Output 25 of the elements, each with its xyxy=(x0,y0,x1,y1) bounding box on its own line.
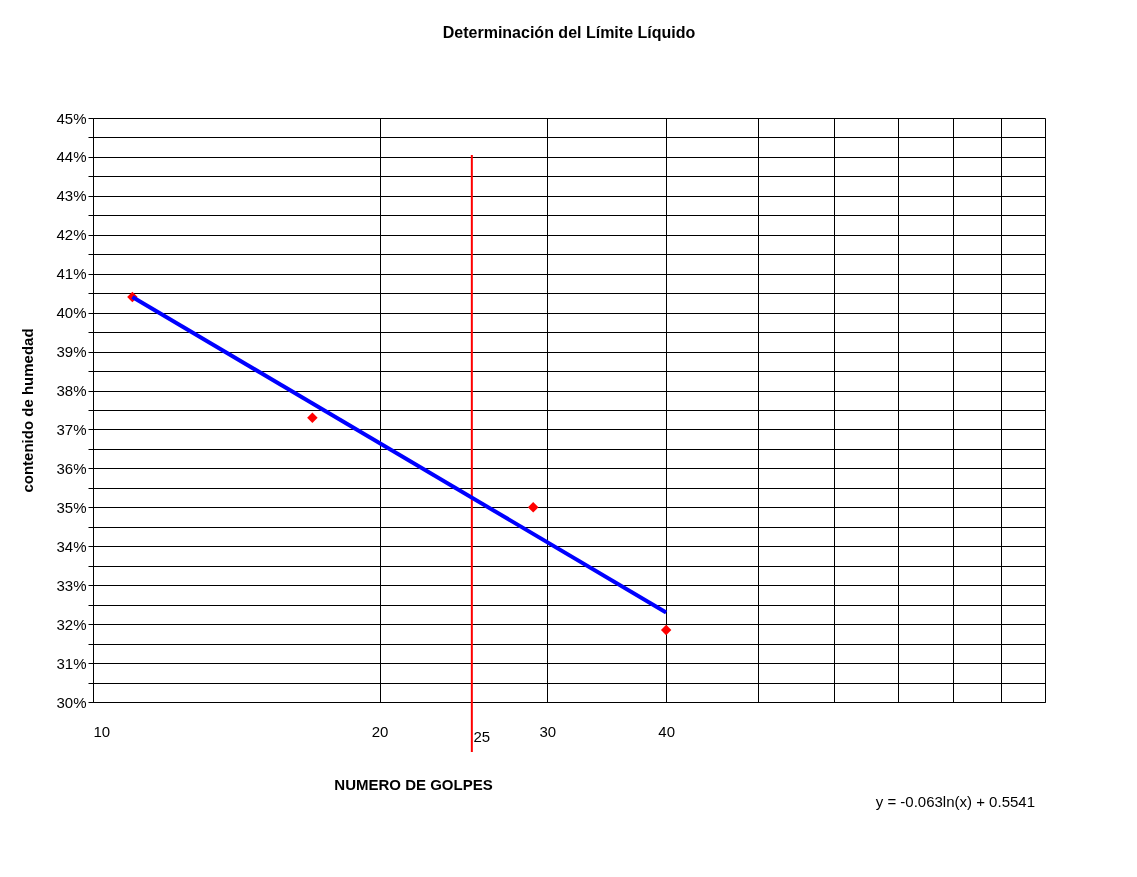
y-tick-label: 35% xyxy=(56,498,87,516)
y-tick-label: 32% xyxy=(56,615,87,633)
y-axis-title: contenido de humedad xyxy=(19,328,37,493)
x-tick-label: 30 xyxy=(539,722,557,740)
y-tick-label: 40% xyxy=(56,304,87,322)
y-tick-label: 44% xyxy=(56,148,87,166)
x-tick-label: 10 xyxy=(93,722,111,740)
y-tick-label: 41% xyxy=(56,265,87,283)
y-tick-label: 38% xyxy=(56,382,87,400)
text: y = -0.063ln(x) + 0.5541 xyxy=(875,793,1035,810)
x-axis-title: NUMERO DE GOLPES xyxy=(334,775,493,793)
y-tick-label: 39% xyxy=(56,343,87,361)
y-tick-label: 34% xyxy=(56,537,87,555)
y-tick-label: 37% xyxy=(56,420,87,438)
x-tick-label: 40 xyxy=(658,722,675,740)
chart-title: Determinación del Límite Líquido xyxy=(442,24,696,41)
y-tick-label: 42% xyxy=(56,226,87,244)
y-tick-label: 31% xyxy=(56,654,87,672)
y-tick-label: 43% xyxy=(56,187,87,205)
y-tick-label: 33% xyxy=(56,576,87,594)
y-tick-label: 45% xyxy=(56,109,87,127)
ref-line-label: 25 xyxy=(473,728,491,745)
y-tick-label: 36% xyxy=(56,459,87,477)
x-tick-label: 20 xyxy=(371,722,389,740)
y-tick-label: 30% xyxy=(56,693,87,711)
